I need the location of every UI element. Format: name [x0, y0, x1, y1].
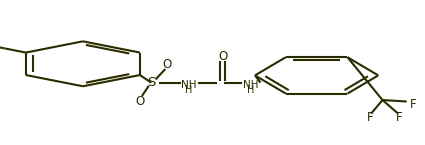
- Text: NH: NH: [181, 80, 196, 90]
- Text: O: O: [162, 58, 172, 71]
- Text: H: H: [184, 85, 192, 95]
- Text: S: S: [147, 76, 156, 89]
- Text: H: H: [246, 85, 254, 95]
- Text: NH: NH: [243, 80, 258, 90]
- Text: F: F: [366, 111, 373, 124]
- Text: F: F: [410, 98, 417, 111]
- Text: F: F: [396, 111, 403, 124]
- Text: O: O: [218, 50, 227, 63]
- Text: O: O: [136, 95, 145, 108]
